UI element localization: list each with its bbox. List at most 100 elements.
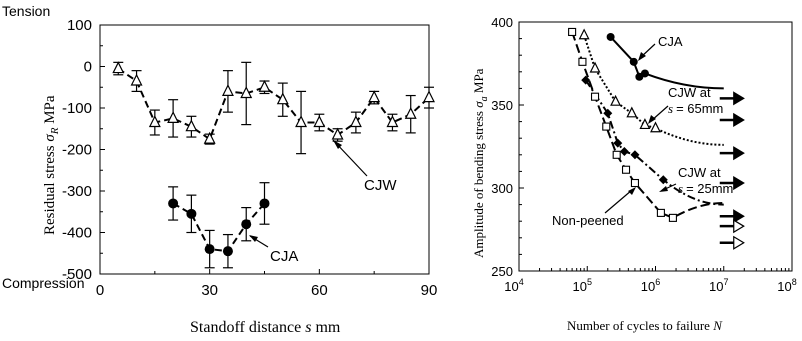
cja-right-label: CJA (658, 34, 683, 49)
right-point-square (590, 92, 600, 101)
cjw25-label-line2: s = 25mm (678, 181, 733, 196)
right-x-tick-label-2: 106 (641, 277, 660, 294)
right-series-3 (568, 27, 745, 250)
right-series-2 (581, 75, 745, 206)
right-ticks (518, 21, 793, 272)
right-point-square (578, 57, 587, 66)
right-x-axis-label: Number of cycles to failure N (567, 318, 723, 333)
right-y-tick-label-1: 350 (491, 98, 513, 113)
left-cja-point (204, 244, 215, 255)
left-cjw-point (404, 106, 417, 119)
right-chart: 400 350 300 250 104 105 106 107 108 Number of c… (471, 15, 797, 333)
right-trend-curve-1 (583, 34, 724, 146)
left-y-tick-label-0: 100 (67, 17, 92, 34)
right-point-triangle (578, 28, 590, 40)
left-y-tick-label-3: -200 (62, 142, 92, 159)
right-runout-arrow (719, 146, 745, 161)
cja-left-label: CJA (270, 248, 298, 265)
right-point-triangle (610, 94, 622, 106)
right-point-square (621, 165, 631, 174)
right-series-1 (578, 28, 745, 161)
nonpeened-label: Non-peened (552, 213, 624, 228)
right-runout-arrow-head (733, 175, 745, 191)
right-runout-arrow (719, 219, 745, 234)
right-x-tick-label-1: 105 (573, 277, 592, 294)
left-series-cja (168, 182, 270, 269)
left-cjw-point (313, 115, 326, 128)
right-series-0 (606, 32, 745, 106)
left-cjw-point (112, 61, 125, 74)
left-x-tick-label-1: 30 (201, 282, 218, 299)
right-point-square (602, 122, 611, 131)
cjw25-label-line1: CJW at (678, 165, 721, 180)
left-cjw-point (130, 73, 143, 86)
right-runout-arrow-head (733, 235, 745, 250)
right-y-tick-labels: 400 350 300 250 (491, 15, 513, 279)
left-y-tick-label-6: -500 (62, 266, 92, 283)
right-point-diamond (581, 75, 591, 85)
left-y-tick-labels: 100 0 -100 -200 -300 -400 -500 (62, 17, 92, 283)
nonpeened-arrowhead (628, 187, 636, 195)
right-runout-arrow-head (733, 91, 745, 106)
left-cja-point (259, 198, 270, 209)
right-point-circle (606, 32, 615, 41)
right-runout-arrow-head (733, 112, 745, 127)
left-cjw-point (295, 115, 308, 128)
cjw65-label-line2: s = 65mm (668, 101, 723, 116)
left-x-tick-label-2: 60 (311, 282, 328, 299)
right-runout-arrow (719, 175, 745, 191)
left-x-tick-label-3: 90 (421, 282, 438, 299)
right-y-tick-label-0: 400 (491, 15, 513, 30)
left-cjw-point (368, 90, 381, 103)
right-point-square (656, 208, 665, 217)
left-cja-point (186, 208, 197, 219)
right-point-square (612, 150, 621, 159)
left-y-axis-label: Residual stress σR MPa (42, 95, 61, 235)
cjw65-label-line1: CJW at (668, 85, 711, 100)
left-chart: 100 0 -100 -200 -300 -400 -500 0 30 60 90 Tension… (2, 3, 437, 336)
right-point-diamond (603, 108, 613, 118)
right-point-diamond (658, 175, 668, 185)
left-cjw-point (148, 115, 161, 128)
right-x-tick-label-0: 104 (504, 277, 523, 294)
tension-label: Tension (2, 3, 50, 19)
right-runout-arrow-head (733, 219, 745, 234)
left-x-tick-labels: 0 30 60 90 (96, 282, 438, 299)
right-point-triangle (626, 106, 638, 118)
left-cjw-point (203, 131, 216, 144)
cjw-arrowhead (333, 140, 342, 149)
right-y-tick-label-2: 300 (491, 181, 513, 196)
right-point-diamond (630, 150, 640, 160)
left-x-axis-label: Standoff distance s mm (190, 319, 341, 336)
right-x-tick-labels: 104 105 106 107 108 (504, 277, 796, 294)
left-cjw-point (258, 79, 271, 92)
right-y-tick-label-3: 250 (491, 264, 513, 279)
left-cja-point (168, 198, 179, 209)
right-point-triangle (589, 61, 601, 73)
right-plot-frame (518, 21, 793, 272)
right-runout-arrow-head (733, 209, 745, 224)
left-series-cjw (112, 61, 435, 155)
left-cjw-point (276, 92, 289, 105)
left-x-tick-label-0: 0 (96, 282, 104, 299)
right-point-circle (629, 57, 638, 66)
left-y-tick-label-2: -100 (62, 100, 92, 117)
right-point-diamond (613, 138, 623, 148)
left-cja-point (222, 246, 233, 257)
right-point-triangle (650, 121, 661, 133)
left-y-tick-label-1: 0 (84, 59, 92, 76)
left-cjw-point (185, 119, 198, 132)
right-point-square (668, 213, 677, 222)
cjw65-arrowhead (648, 115, 656, 124)
left-series (112, 61, 435, 269)
right-point-triangle (639, 118, 651, 130)
cjw25-arrowhead (659, 186, 668, 192)
nonpeened-leader (604, 189, 633, 214)
left-cjw-point (423, 90, 435, 103)
left-cjw-point (331, 127, 344, 140)
right-runout-arrow-head (733, 146, 745, 161)
right-runout-arrow (719, 91, 745, 106)
right-point-square (630, 178, 640, 188)
left-cjw-point (221, 84, 234, 97)
